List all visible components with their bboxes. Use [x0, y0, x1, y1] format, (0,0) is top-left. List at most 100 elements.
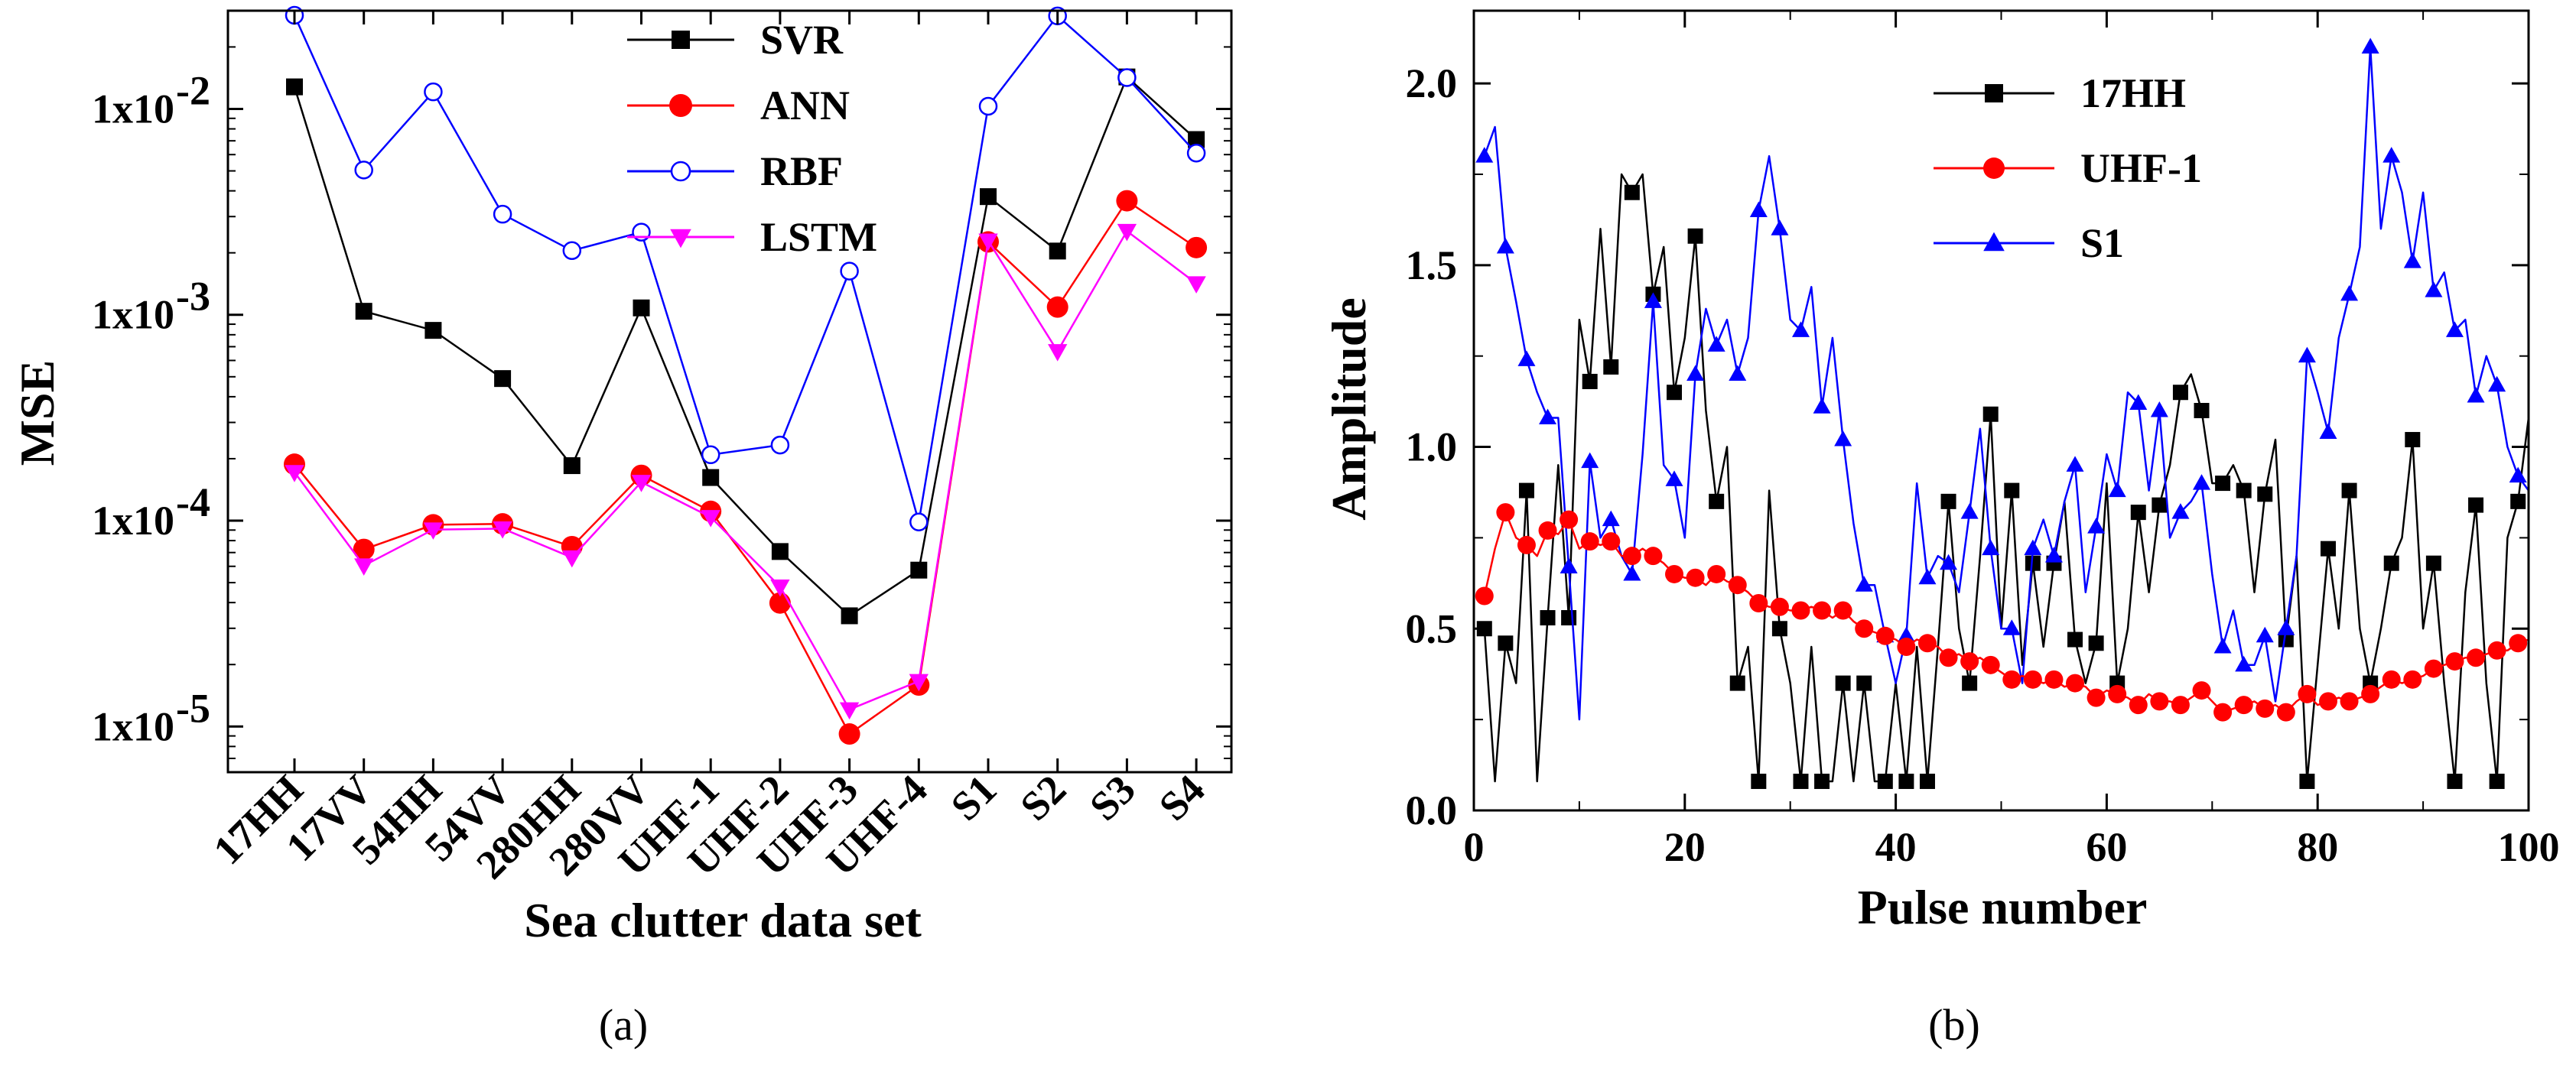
- legend-label: SVR: [760, 17, 844, 63]
- data-point: [2066, 456, 2084, 472]
- data-point: [1940, 554, 1958, 570]
- series-line-17hh: [1483, 173, 2530, 783]
- data-point: [1855, 576, 1873, 592]
- data-point: [2383, 555, 2399, 571]
- data-point: [2382, 147, 2401, 163]
- series-17hh: [1476, 173, 2530, 789]
- data-point: [1186, 236, 1208, 258]
- y-tick-label: 1x10: [92, 86, 174, 132]
- series-line-svr: [293, 75, 1197, 617]
- legend-b: 17HH UHF-1 S1: [1934, 70, 2202, 266]
- data-point: [2424, 659, 2443, 678]
- data-point: [1709, 493, 1725, 509]
- data-point: [1834, 430, 1852, 446]
- data-point: [1856, 675, 1872, 691]
- data-point: [978, 233, 998, 252]
- y-tick-label-exponent: -2: [176, 67, 210, 113]
- data-point: [631, 475, 652, 492]
- data-point: [1518, 482, 1534, 498]
- data-point: [2086, 688, 2106, 707]
- data-point: [286, 78, 303, 96]
- data-point: [353, 538, 375, 560]
- data-point: [2320, 541, 2336, 557]
- data-point: [1917, 634, 1937, 653]
- y-tick-label-exponent: -5: [176, 685, 210, 731]
- data-point: [1960, 503, 1979, 519]
- data-point: [909, 674, 929, 692]
- data-point: [2509, 634, 2528, 653]
- data-point: [1048, 344, 1068, 362]
- data-point: [2467, 386, 2485, 403]
- data-point: [840, 261, 859, 281]
- data-point: [1622, 547, 1641, 566]
- data-point: [1582, 373, 1598, 389]
- data-point: [1475, 147, 1494, 163]
- data-point: [771, 543, 789, 560]
- data-point: [2108, 684, 2127, 703]
- data-point: [1962, 675, 1978, 691]
- data-point: [355, 303, 372, 320]
- data-point: [633, 299, 650, 317]
- data-point: [2403, 252, 2422, 268]
- data-point: [838, 723, 860, 745]
- data-point: [1897, 626, 1915, 643]
- data-point: [1728, 576, 1747, 595]
- plot-frame-a: [226, 9, 1233, 774]
- series-rbf: [285, 5, 1206, 532]
- data-point: [354, 558, 374, 576]
- data-point: [1919, 773, 1935, 789]
- data-point: [2361, 37, 2379, 54]
- data-point: [1517, 535, 1536, 554]
- data-point: [2023, 670, 2042, 689]
- data-point: [2510, 493, 2526, 509]
- data-point: [1517, 350, 1536, 366]
- data-point: [1602, 532, 1621, 551]
- data-point: [1770, 597, 1789, 616]
- legend-item-rbf: RBF: [627, 148, 843, 194]
- x-tick-label: 0: [1464, 824, 1485, 870]
- y-tick-label-exponent: -3: [176, 274, 210, 320]
- data-point: [2489, 773, 2505, 789]
- data-point: [2088, 635, 2104, 651]
- data-point: [1539, 408, 1557, 425]
- series-line-ann: [294, 199, 1197, 735]
- data-point: [770, 579, 790, 597]
- y-axis-label-b: Amplitude: [1322, 297, 1376, 521]
- data-point: [770, 435, 790, 455]
- data-point: [1687, 228, 1703, 244]
- data-point: [493, 521, 512, 539]
- legend-item-lstm: LSTM: [627, 214, 877, 260]
- data-point: [2445, 321, 2464, 337]
- data-point: [563, 457, 581, 475]
- data-point: [978, 96, 998, 116]
- series-line-rbf: [293, 14, 1198, 523]
- data-point: [562, 550, 582, 568]
- y-tick-label: 2.0: [1406, 60, 1458, 106]
- data-point: [1475, 586, 1494, 606]
- x-tick-label: 60: [2086, 824, 2127, 870]
- data-point: [1940, 493, 1956, 509]
- data-point: [2341, 482, 2357, 498]
- data-point: [1623, 564, 1641, 581]
- data-point: [2425, 555, 2441, 571]
- data-point: [1707, 336, 1725, 352]
- y-axis-label-a: MSE: [10, 360, 64, 466]
- data-point: [2236, 482, 2252, 498]
- data-point: [910, 561, 928, 579]
- data-point: [2488, 375, 2506, 392]
- data-point: [2213, 703, 2233, 722]
- data-point: [2044, 547, 2063, 563]
- data-point: [1793, 773, 1809, 789]
- legend-item-ann: ANN: [627, 83, 850, 128]
- y-tick-label: 0.5: [1406, 606, 1458, 651]
- data-point: [2277, 619, 2295, 635]
- data-point: [2193, 474, 2211, 490]
- data-point: [1580, 532, 1599, 551]
- data-point: [354, 161, 373, 180]
- data-point: [2340, 284, 2359, 301]
- data-point: [1833, 601, 1852, 620]
- legend-swatch-marker: [670, 161, 691, 182]
- data-point: [1561, 610, 1577, 626]
- chart-panel-b: 0.00.51.01.52.00 20 40 60 80 100 17HHUHF-1S1 …: [1322, 9, 2560, 1050]
- data-point: [1982, 406, 1999, 422]
